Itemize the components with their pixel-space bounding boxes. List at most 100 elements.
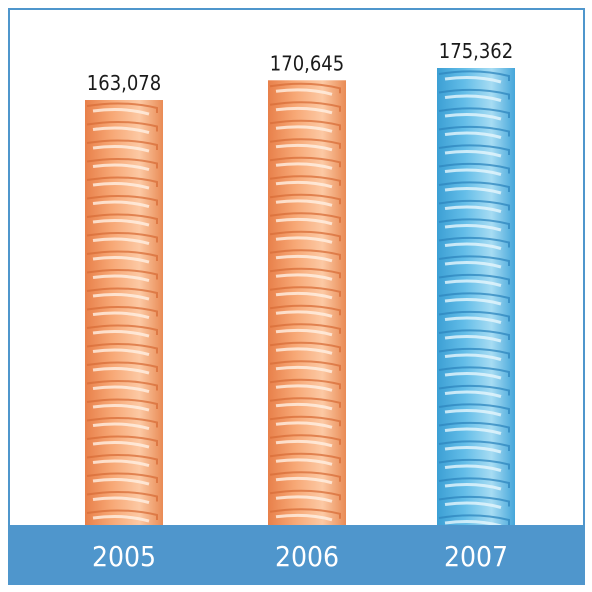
coil-ring <box>269 341 341 353</box>
coil-ring <box>269 249 341 260</box>
coil-highlight <box>275 439 333 448</box>
bar-2005 <box>85 100 163 525</box>
coil-highlight <box>275 310 333 318</box>
coil-highlight <box>444 335 502 343</box>
coil-highlight <box>444 501 502 509</box>
coil-highlight <box>275 162 333 170</box>
value-label-2005: 163,078 <box>87 71 161 95</box>
coil-highlight <box>275 328 333 337</box>
coil-ring <box>86 398 158 410</box>
coil-ring <box>86 213 158 225</box>
coil-ring <box>86 453 158 465</box>
coil-highlight <box>92 163 150 171</box>
coil-ring <box>86 194 158 206</box>
coil-highlight <box>444 205 502 213</box>
coil-ring <box>438 88 510 100</box>
coil-highlight <box>92 385 150 393</box>
coil-ring <box>438 440 510 451</box>
coil-ring <box>269 175 341 186</box>
coil-highlight <box>275 476 333 485</box>
coil-ring <box>438 477 510 488</box>
x-axis-band <box>10 525 583 583</box>
coil-ring <box>438 495 510 507</box>
coil-ring <box>438 421 510 433</box>
coil-highlight <box>92 515 150 523</box>
coil-ring <box>269 212 341 223</box>
coil-highlight <box>92 367 150 375</box>
coil-ring <box>438 292 510 303</box>
coil-ring <box>86 157 158 169</box>
coil-highlight <box>444 483 502 491</box>
coil-ring <box>438 181 510 192</box>
coil-ring <box>86 139 158 151</box>
coil-highlight <box>92 404 150 412</box>
bar-2007 <box>437 68 515 528</box>
coil-highlight <box>275 180 333 189</box>
coil-highlight <box>275 199 333 207</box>
coil-highlight <box>92 126 150 134</box>
coil-highlight <box>275 125 333 133</box>
category-label-2007: 2007 <box>444 540 508 573</box>
coil-highlight <box>92 219 150 227</box>
coil-ring <box>438 125 510 137</box>
coil-ring <box>269 489 341 501</box>
coil-highlight <box>92 496 150 504</box>
chart-frame: 163,078 2005 170,645 2006 175,362 2007 <box>8 8 585 585</box>
coil-ring <box>438 273 510 285</box>
bars-layer <box>85 68 515 528</box>
coil-highlight <box>92 293 150 301</box>
coil-ring <box>269 138 341 149</box>
coil-highlight <box>444 409 502 417</box>
coil-ring <box>86 120 158 132</box>
coil-ring <box>438 366 510 377</box>
coil-ring <box>269 434 341 445</box>
coil-ring <box>86 305 158 317</box>
coil-ring <box>86 102 158 114</box>
coil-ring <box>269 452 341 464</box>
coil-ring <box>269 508 341 519</box>
coil-ring <box>269 471 341 482</box>
coil-highlight <box>444 94 502 102</box>
coil-highlight <box>444 224 502 232</box>
coil-ring <box>86 490 158 502</box>
coil-ring <box>269 415 341 427</box>
coil-ring <box>438 329 510 340</box>
coil-highlight <box>275 421 333 429</box>
coil-highlight <box>444 427 502 435</box>
coil-ring <box>86 435 158 447</box>
coil-ring <box>86 268 158 280</box>
coil-highlight <box>92 422 150 430</box>
coil-highlight <box>444 316 502 324</box>
coil-highlight <box>444 76 502 84</box>
bar-2006 <box>268 80 346 526</box>
coil-ring <box>438 144 510 155</box>
coil-ring <box>269 286 341 297</box>
coil-highlight <box>92 182 150 190</box>
coil-highlight <box>92 441 150 449</box>
category-label-2006: 2006 <box>275 540 339 573</box>
coil-ring <box>438 162 510 174</box>
category-label-2005: 2005 <box>92 540 156 573</box>
coil-ring <box>438 255 510 266</box>
coil-ring <box>86 379 158 391</box>
coil-highlight <box>275 88 333 96</box>
coil-highlight <box>275 291 333 300</box>
coil-highlight <box>444 131 502 139</box>
coil-highlight <box>444 168 502 176</box>
coil-ring <box>269 119 341 131</box>
coil-ring <box>438 384 510 396</box>
coil-highlight <box>444 520 502 528</box>
coil-highlight <box>444 187 502 195</box>
coil-highlight <box>275 347 333 355</box>
value-label-2006: 170,645 <box>270 51 344 75</box>
coil-ring <box>86 472 158 484</box>
coil-ring <box>86 324 158 336</box>
coil-highlight <box>444 279 502 287</box>
coil-highlight <box>275 402 333 411</box>
coil-highlight <box>275 236 333 244</box>
coil-ring <box>86 342 158 354</box>
coil-highlight <box>92 237 150 245</box>
coil-highlight <box>275 273 333 281</box>
coil-highlight <box>275 254 333 263</box>
coil-ring <box>269 304 341 316</box>
